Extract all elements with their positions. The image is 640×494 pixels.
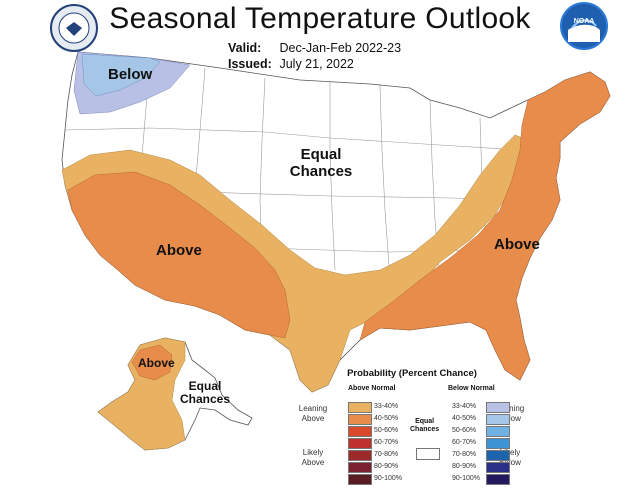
- legend-below-range: 70-80%: [452, 451, 477, 458]
- legend-above-range: 60-70%: [374, 439, 399, 446]
- legend-likely-above: Likely Above: [296, 448, 330, 467]
- legend-above-swatch: [348, 426, 372, 437]
- legend-leaning-above-1: Leaning: [298, 404, 328, 413]
- legend-equal-swatch: [416, 448, 440, 460]
- label-equal-alaska-2: Chances: [179, 392, 231, 406]
- legend-below-range: 33-40%: [452, 403, 477, 410]
- valid-value: Dec-Jan-Feb 2022-23: [279, 41, 402, 55]
- legend-below-swatch: [486, 414, 510, 425]
- label-below-nw: Below: [108, 66, 153, 83]
- legend-title: Probability (Percent Chance): [347, 368, 477, 379]
- legend-below-range: 40-50%: [452, 415, 477, 422]
- legend-likely-above-1: Likely: [302, 448, 324, 457]
- valid-label: Valid:: [228, 41, 262, 55]
- legend-above-range: 90-100%: [374, 475, 403, 482]
- legend-below-swatch: [486, 474, 510, 485]
- noaa-logo: NOAA: [560, 2, 608, 50]
- outlook-meta: Valid: Dec-Jan-Feb 2022-23 Issued: July …: [228, 40, 401, 72]
- page-title: Seasonal Temperature Outlook: [109, 2, 531, 35]
- legend-below-swatch: [486, 450, 510, 461]
- above-west-region: [67, 171, 291, 339]
- legend-above-swatch: [348, 438, 372, 449]
- noaa-bird-icon: [568, 19, 600, 42]
- legend-leaning-above: Leaning Above: [296, 404, 330, 423]
- below-40-region: [81, 53, 161, 97]
- legend-above-range: 50-60%: [374, 427, 399, 434]
- legend-below-swatch: [486, 402, 510, 413]
- legend-above-header: Above Normal: [348, 385, 396, 392]
- legend-equal-2: Chances: [410, 426, 440, 433]
- issued-value: July 21, 2022: [279, 57, 354, 71]
- alaska-above-40: [131, 344, 173, 381]
- legend-equal-chances: Equal Chances: [410, 418, 439, 434]
- legend-below-range: 60-70%: [452, 439, 477, 446]
- legend-above-swatch: [348, 402, 372, 413]
- label-equal-alaska-1: Equal: [188, 379, 222, 393]
- legend-below-swatch: [486, 462, 510, 473]
- label-equal-central-2: Chances: [289, 163, 353, 180]
- label-above-west: Above: [156, 242, 202, 259]
- label-equal-central-1: Equal: [300, 146, 342, 163]
- probability-legend: Probability (Percent Chance) Above Norma…: [296, 368, 528, 488]
- legend-above-swatch: [348, 450, 372, 461]
- legend-above-range: 70-80%: [374, 451, 399, 458]
- legend-equal-1: Equal: [415, 418, 435, 425]
- legend-above-range: 33-40%: [374, 403, 399, 410]
- legend-likely-above-2: Above: [301, 457, 325, 467]
- eagle-icon: [58, 12, 90, 44]
- legend-above-swatch: [348, 414, 372, 425]
- legend-below-header: Below Normal: [448, 385, 495, 392]
- commerce-seal: [50, 4, 98, 52]
- issued-label: Issued:: [228, 57, 272, 71]
- legend-above-swatch: [348, 462, 372, 473]
- legend-above-swatch: [348, 474, 372, 485]
- label-equal-central: Equal Chances: [286, 146, 356, 180]
- legend-below-range: 80-90%: [452, 463, 477, 470]
- label-above-east: Above: [494, 236, 540, 253]
- legend-below-swatch: [486, 426, 510, 437]
- legend-below-swatch: [486, 438, 510, 449]
- legend-above-range: 80-90%: [374, 463, 399, 470]
- label-above-alaska: Above: [138, 356, 175, 370]
- legend-above-range: 40-50%: [374, 415, 399, 422]
- legend-below-range: 50-60%: [452, 427, 477, 434]
- legend-below-range: 90-100%: [452, 475, 481, 482]
- label-equal-alaska: Equal Chances: [178, 380, 232, 406]
- noaa-text: NOAA: [573, 18, 595, 25]
- above-east-region: [359, 71, 611, 381]
- legend-leaning-above-2: Above: [301, 413, 325, 423]
